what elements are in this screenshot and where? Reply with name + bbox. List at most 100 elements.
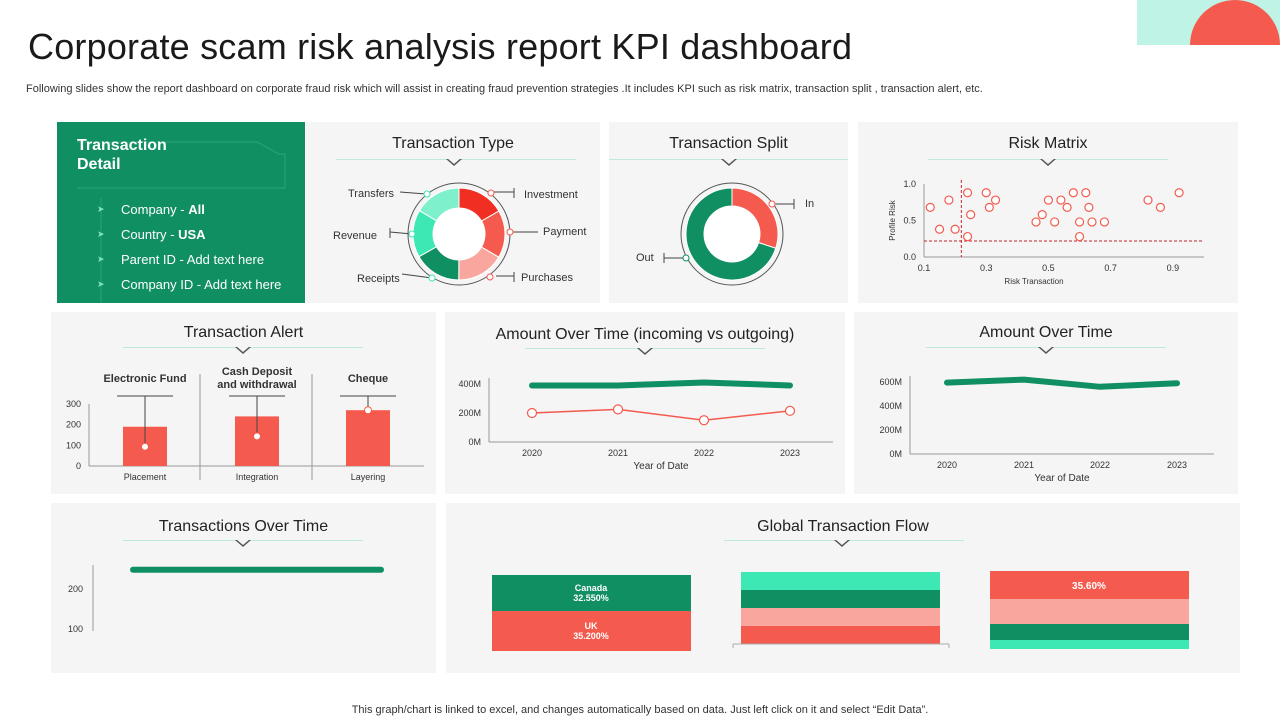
scatter-point bbox=[1031, 217, 1041, 227]
header-cheque: Cheque bbox=[348, 373, 388, 385]
detail-parent-id: Parent ID - Add text here bbox=[121, 252, 265, 267]
y-tick-label: 200 bbox=[68, 584, 83, 594]
y-tick-label: 100 bbox=[68, 624, 83, 634]
label-purchases: Purchases bbox=[521, 272, 573, 284]
risk-matrix-points bbox=[925, 188, 1184, 242]
bullet-icon: ➤ bbox=[97, 254, 105, 264]
global-flow-title: Global Transaction Flow bbox=[757, 518, 929, 535]
scatter-point bbox=[1062, 202, 1072, 212]
x-axis-label: Risk Transaction bbox=[1004, 277, 1063, 286]
transaction-split-panel: Transaction Split In Out bbox=[609, 122, 848, 303]
label-investment: Investment bbox=[524, 189, 578, 201]
y-tick-label: 400M bbox=[879, 401, 902, 411]
x-axis-label: Year of Date bbox=[1034, 473, 1090, 484]
bullet-icon: ➤ bbox=[97, 204, 105, 214]
scatter-point bbox=[1099, 217, 1110, 227]
scatter-point bbox=[1081, 188, 1091, 198]
transaction-split-title: Transaction Split bbox=[669, 135, 788, 152]
label-out: Out bbox=[636, 252, 654, 264]
flow-bar-1: Canada 32.550% UK 35.200% bbox=[492, 575, 691, 651]
caret-icon bbox=[446, 158, 462, 166]
label-transfers: Transfers bbox=[348, 188, 395, 200]
flow-canada-name: Canada bbox=[575, 583, 609, 593]
transaction-type-panel: Transaction Type Transfers Investment Re… bbox=[306, 122, 600, 303]
scatter-point bbox=[981, 188, 991, 198]
page-subtitle: Following slides show the report dashboa… bbox=[26, 83, 983, 95]
flow-uk-name: UK bbox=[585, 621, 598, 631]
x-axis-label: Year of Date bbox=[633, 461, 689, 472]
footer-note: This graph/chart is linked to excel, and… bbox=[351, 704, 929, 716]
point-outgoing bbox=[526, 407, 538, 419]
risk-matrix-title: Risk Matrix bbox=[1008, 135, 1088, 152]
scatter-point bbox=[934, 224, 945, 234]
y-tick-label: 0.5 bbox=[903, 216, 916, 226]
scatter-point bbox=[1043, 195, 1054, 205]
bullet-icon: ➤ bbox=[97, 229, 105, 239]
caret-icon bbox=[834, 539, 850, 547]
x-tick-label: 2021 bbox=[608, 448, 628, 458]
caret-icon bbox=[721, 158, 737, 166]
transactions-time-title: Transactions Over Time bbox=[158, 518, 329, 535]
x-tick-label: 0.5 bbox=[1042, 263, 1055, 273]
y-tick-label: 400M bbox=[458, 379, 481, 389]
scatter-point bbox=[962, 231, 973, 242]
label-in: In bbox=[805, 198, 814, 210]
corner-half-circle bbox=[1190, 0, 1280, 45]
y-tick-label: 600M bbox=[879, 377, 902, 387]
series-outgoing bbox=[531, 408, 791, 422]
x-tick-label: 2022 bbox=[694, 448, 714, 458]
amount-time-chart: 0M 200M 400M 600M 2020 2021 2022 2023 Year of Da… bbox=[879, 376, 1214, 484]
bullet-icon: ➤ bbox=[97, 279, 105, 289]
x-tick-label: 0.7 bbox=[1104, 263, 1117, 273]
header-cash-deposit-2: and withdrawal bbox=[217, 379, 296, 391]
x-tick-label: 2020 bbox=[937, 460, 957, 470]
scatter-point bbox=[962, 188, 973, 198]
category-label: Placement bbox=[124, 472, 167, 482]
label-payment: Payment bbox=[543, 226, 586, 238]
flow-bar-1-canada bbox=[492, 575, 691, 611]
y-tick-label: 1.0 bbox=[903, 179, 916, 189]
scatter-point bbox=[925, 202, 935, 212]
y-axis-label: Profile Risk bbox=[888, 199, 897, 240]
y-tick-label: 200M bbox=[879, 425, 902, 435]
detail-company: Company - All bbox=[121, 202, 205, 217]
transactions-time-panel: Transactions Over Time 100 200 bbox=[51, 503, 436, 673]
scatter-point bbox=[1050, 217, 1060, 227]
flow-bar-2 bbox=[732, 572, 950, 648]
bar-marker bbox=[253, 432, 261, 441]
x-tick-label: 2023 bbox=[780, 448, 800, 458]
transaction-type-donut bbox=[412, 187, 506, 281]
transaction-type-title: Transaction Type bbox=[392, 135, 514, 152]
y-tick-label: 200 bbox=[66, 420, 81, 430]
scatter-point bbox=[1056, 195, 1066, 205]
scatter-point bbox=[1087, 217, 1097, 227]
bar-layering bbox=[346, 410, 390, 466]
y-tick-label: 0M bbox=[889, 449, 902, 459]
scatter-point bbox=[1074, 217, 1085, 227]
scatter-point bbox=[1143, 195, 1153, 205]
global-flow-panel: Global Transaction Flow Canada 32.550% U… bbox=[446, 503, 1240, 673]
y-tick-label: 0 bbox=[76, 461, 81, 471]
detail-company-id: Company ID - Add text here bbox=[121, 277, 282, 292]
header-electronic-fund: Electronic Fund bbox=[103, 373, 186, 385]
scatter-point bbox=[1174, 188, 1184, 198]
transaction-detail-title: Transaction Detail bbox=[77, 137, 167, 173]
y-tick-label: 100 bbox=[66, 440, 81, 450]
category-label: Integration bbox=[236, 472, 279, 482]
label-receipts: Receipts bbox=[357, 273, 400, 285]
y-tick-label: 300 bbox=[66, 399, 81, 409]
bar-marker bbox=[141, 442, 149, 451]
x-tick-label: 0.3 bbox=[980, 263, 993, 273]
caret-icon bbox=[235, 346, 251, 354]
risk-matrix-panel: Risk Matrix 0.1 0.3 0.5 0.7 0.9 0.0 0.5 1.0 Risk… bbox=[858, 122, 1238, 303]
detail-decoration bbox=[77, 141, 286, 303]
caret-icon bbox=[235, 539, 251, 547]
x-tick-label: 2021 bbox=[1014, 460, 1034, 470]
header-cash-deposit: Cash Deposit bbox=[222, 366, 293, 378]
x-tick-label: 0.9 bbox=[1167, 263, 1180, 273]
y-tick-label: 200M bbox=[458, 408, 481, 418]
y-tick-label: 0M bbox=[468, 437, 481, 447]
scatter-point bbox=[944, 195, 954, 205]
category-label: Layering bbox=[351, 472, 386, 482]
flow-canada-value: 32.550% bbox=[573, 593, 609, 603]
